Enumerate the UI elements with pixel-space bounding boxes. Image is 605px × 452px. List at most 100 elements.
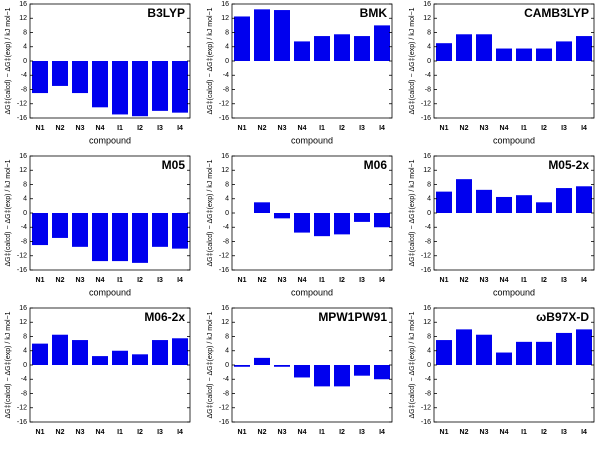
chart-title: M06 bbox=[364, 158, 388, 172]
x-tick-label: N3 bbox=[76, 277, 85, 284]
y-tick-label: -8 bbox=[21, 390, 27, 397]
y-tick-label: -4 bbox=[223, 72, 229, 79]
bar bbox=[32, 213, 48, 246]
y-tick-label: 16 bbox=[19, 153, 27, 160]
x-tick-label: I4 bbox=[177, 429, 183, 436]
x-tick-label: N1 bbox=[440, 429, 449, 436]
bar bbox=[496, 196, 512, 213]
bar bbox=[32, 343, 48, 365]
x-tick-label: I4 bbox=[581, 277, 587, 284]
y-axis-label: ΔG‡(calcd) − ΔG‡(exp) / kJ mol−1 bbox=[409, 7, 416, 114]
y-tick-label: 0 bbox=[427, 362, 431, 369]
y-axis-label: ΔG‡(calcd) − ΔG‡(exp) / kJ mol−1 bbox=[5, 7, 12, 114]
bar bbox=[456, 179, 472, 213]
y-tick-label: 12 bbox=[19, 319, 27, 326]
bar bbox=[152, 213, 168, 247]
y-tick-label: 12 bbox=[221, 167, 229, 174]
x-tick-label: I3 bbox=[359, 277, 365, 284]
bar bbox=[254, 9, 270, 61]
bar bbox=[476, 189, 492, 213]
x-tick-label: I1 bbox=[319, 277, 325, 284]
chart-title: M06-2x bbox=[144, 310, 185, 324]
bar bbox=[294, 365, 310, 378]
y-tick-label: 0 bbox=[225, 362, 229, 369]
bar bbox=[576, 186, 592, 213]
bar bbox=[374, 365, 390, 380]
y-tick-label: -4 bbox=[425, 376, 431, 383]
x-tick-label: N3 bbox=[480, 125, 489, 132]
bar bbox=[374, 25, 390, 61]
y-tick-label: -16 bbox=[219, 267, 229, 274]
x-tick-label: I1 bbox=[521, 125, 527, 132]
x-tick-label: N3 bbox=[480, 277, 489, 284]
x-tick-label: I1 bbox=[117, 125, 123, 132]
x-tick-label: I1 bbox=[521, 277, 527, 284]
bar bbox=[112, 350, 128, 365]
y-tick-label: -12 bbox=[219, 405, 229, 412]
y-axis-label: ΔG‡(calcd) − ΔG‡(exp) / kJ mol−1 bbox=[5, 159, 12, 266]
x-tick-label: I4 bbox=[379, 277, 385, 284]
y-tick-label: -4 bbox=[21, 376, 27, 383]
bar bbox=[576, 329, 592, 365]
x-tick-label: N4 bbox=[500, 429, 509, 436]
bar bbox=[334, 213, 350, 235]
bar bbox=[72, 213, 88, 247]
y-tick-label: -16 bbox=[421, 267, 431, 274]
bar bbox=[536, 48, 552, 61]
x-axis-label: compound bbox=[291, 287, 333, 297]
x-tick-label: I3 bbox=[359, 125, 365, 132]
y-tick-label: 0 bbox=[225, 210, 229, 217]
x-tick-label: N2 bbox=[460, 277, 469, 284]
y-tick-label: 8 bbox=[23, 333, 27, 340]
y-tick-label: -8 bbox=[425, 390, 431, 397]
bar bbox=[496, 48, 512, 61]
y-tick-label: -12 bbox=[219, 101, 229, 108]
y-tick-label: -8 bbox=[223, 238, 229, 245]
bar bbox=[254, 202, 270, 213]
x-tick-label: N4 bbox=[298, 277, 307, 284]
bar bbox=[72, 61, 88, 94]
x-tick-label: I3 bbox=[561, 277, 567, 284]
y-tick-label: 16 bbox=[19, 1, 27, 8]
y-tick-label: -4 bbox=[425, 224, 431, 231]
x-tick-label: I3 bbox=[157, 429, 163, 436]
y-tick-label: 8 bbox=[23, 29, 27, 36]
x-tick-label: N2 bbox=[460, 429, 469, 436]
bar bbox=[314, 365, 330, 387]
bar bbox=[516, 48, 532, 61]
x-tick-label: I4 bbox=[581, 125, 587, 132]
x-tick-label: N1 bbox=[440, 125, 449, 132]
y-tick-label: -4 bbox=[21, 224, 27, 231]
x-tick-label: I1 bbox=[117, 429, 123, 436]
x-tick-label: I1 bbox=[117, 277, 123, 284]
y-tick-label: 4 bbox=[23, 44, 27, 51]
bar bbox=[234, 16, 250, 61]
bar bbox=[112, 213, 128, 262]
bar bbox=[354, 36, 370, 61]
x-tick-label: N4 bbox=[298, 429, 307, 436]
bar bbox=[234, 365, 250, 367]
x-tick-label: N2 bbox=[56, 125, 65, 132]
y-tick-label: -8 bbox=[425, 86, 431, 93]
bar bbox=[92, 61, 108, 108]
y-tick-label: -12 bbox=[17, 101, 27, 108]
bar bbox=[132, 61, 148, 117]
chart-title: CAMB3LYP bbox=[524, 6, 589, 20]
bar bbox=[436, 340, 452, 365]
bar bbox=[374, 213, 390, 228]
x-tick-label: I1 bbox=[521, 429, 527, 436]
y-axis-label: ΔG‡(calcd) − ΔG‡(exp) / kJ mol−1 bbox=[409, 311, 416, 418]
y-tick-label: 12 bbox=[221, 319, 229, 326]
y-tick-label: 12 bbox=[423, 167, 431, 174]
x-axis-label: compound bbox=[493, 287, 535, 297]
bar bbox=[536, 341, 552, 365]
y-tick-label: 0 bbox=[427, 210, 431, 217]
bar bbox=[334, 34, 350, 61]
x-tick-label: N1 bbox=[36, 429, 45, 436]
y-tick-label: 12 bbox=[19, 167, 27, 174]
bar bbox=[52, 61, 68, 86]
y-tick-label: -12 bbox=[421, 405, 431, 412]
y-tick-label: -4 bbox=[223, 224, 229, 231]
x-tick-label: I3 bbox=[561, 429, 567, 436]
bar bbox=[556, 188, 572, 213]
